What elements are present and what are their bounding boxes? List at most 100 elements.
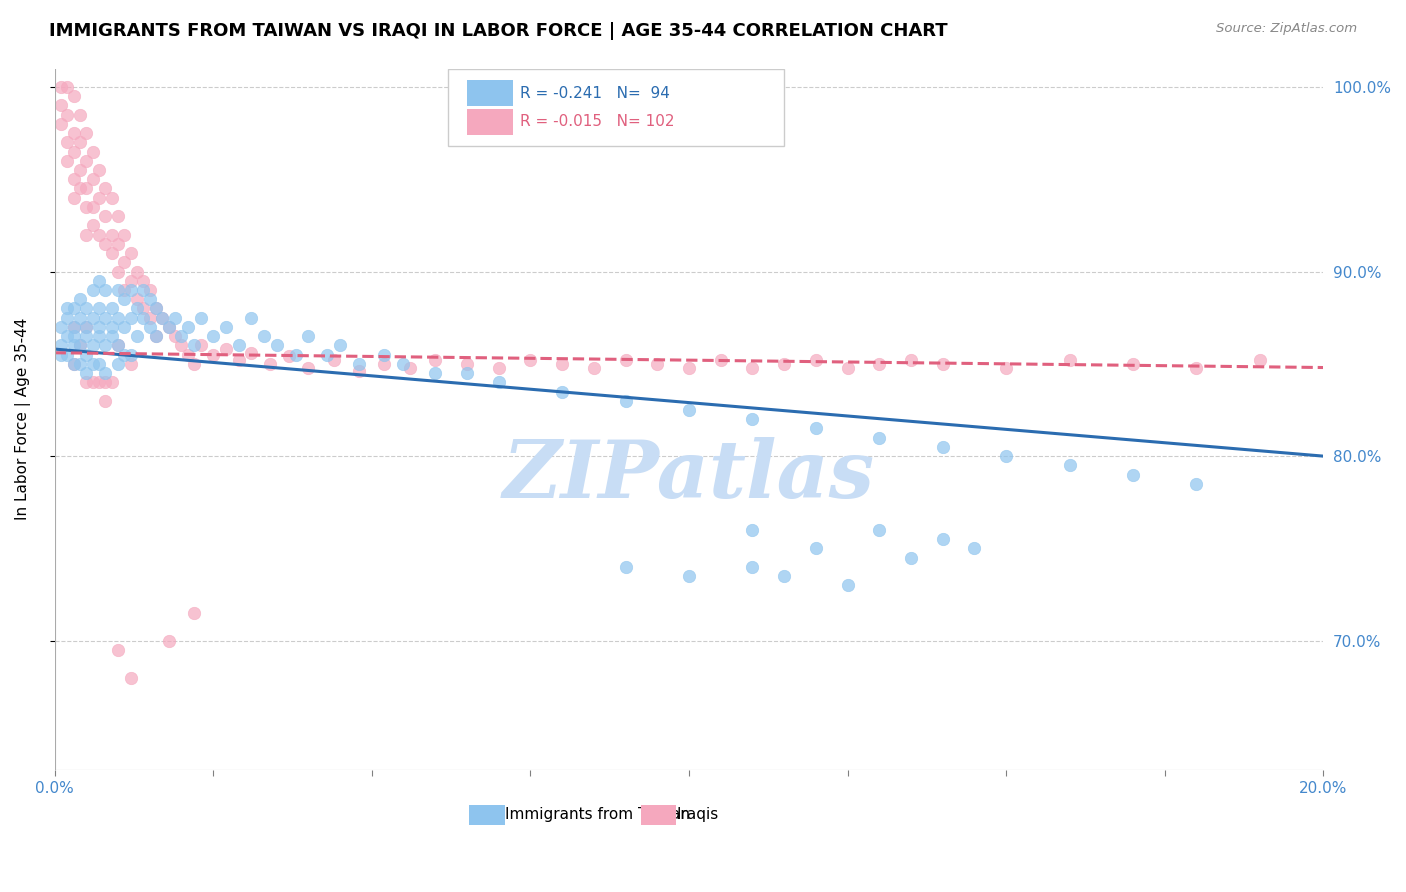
Point: [931, 532, 953, 546]
Point: [120, 348, 142, 362]
Point: [1122, 467, 1144, 482]
Point: [75, 126, 97, 140]
Point: [278, 350, 301, 364]
Point: [582, 360, 605, 375]
Point: [120, 310, 142, 325]
Point: [100, 320, 122, 334]
Point: [120, 246, 142, 260]
Point: [49, 348, 72, 362]
Point: [132, 283, 155, 297]
Point: [75, 320, 97, 334]
Point: [56, 310, 79, 325]
Point: [804, 541, 827, 556]
Point: [82, 283, 104, 297]
Point: [1059, 353, 1081, 368]
Point: [94, 310, 117, 325]
Point: [900, 550, 922, 565]
Point: [62, 357, 84, 371]
Point: [112, 320, 135, 334]
Point: [1249, 353, 1271, 368]
Point: [1185, 360, 1208, 375]
Point: [837, 360, 859, 375]
Point: [931, 440, 953, 454]
Point: [868, 357, 890, 371]
Point: [398, 360, 420, 375]
Point: [678, 569, 700, 583]
Point: [165, 329, 187, 343]
Point: [94, 209, 117, 223]
Point: [373, 357, 395, 371]
Point: [107, 236, 129, 251]
Point: [152, 310, 174, 325]
Point: [125, 264, 148, 278]
Point: [94, 338, 117, 352]
Point: [100, 329, 122, 343]
Point: [741, 523, 763, 537]
Point: [94, 393, 117, 408]
Point: [322, 353, 344, 368]
Point: [56, 329, 79, 343]
Point: [62, 320, 84, 334]
Point: [995, 449, 1018, 463]
Point: [87, 274, 110, 288]
Point: [931, 357, 953, 371]
Point: [183, 606, 205, 620]
Point: [551, 384, 574, 399]
Point: [87, 163, 110, 178]
Point: [75, 301, 97, 316]
Point: [741, 360, 763, 375]
Point: [1122, 357, 1144, 371]
Point: [75, 329, 97, 343]
Point: [62, 172, 84, 186]
Point: [112, 292, 135, 306]
FancyBboxPatch shape: [449, 69, 785, 145]
Point: [202, 329, 225, 343]
Point: [82, 376, 104, 390]
Point: [82, 357, 104, 371]
Text: R = -0.015   N= 102: R = -0.015 N= 102: [520, 114, 675, 129]
Point: [94, 236, 117, 251]
Point: [107, 283, 129, 297]
Point: [678, 360, 700, 375]
Point: [139, 283, 162, 297]
Point: [773, 569, 796, 583]
Point: [87, 227, 110, 242]
FancyBboxPatch shape: [467, 80, 513, 106]
Point: [177, 320, 200, 334]
Point: [139, 320, 162, 334]
Point: [1059, 458, 1081, 473]
Point: [56, 80, 79, 95]
FancyBboxPatch shape: [470, 805, 505, 824]
Point: [425, 353, 447, 368]
Point: [170, 329, 193, 343]
Point: [107, 310, 129, 325]
Point: [329, 338, 352, 352]
Point: [75, 320, 97, 334]
Point: [266, 338, 288, 352]
Text: Immigrants from Taiwan: Immigrants from Taiwan: [505, 806, 690, 822]
Point: [297, 329, 319, 343]
Point: [132, 301, 155, 316]
Point: [75, 153, 97, 168]
Point: [94, 376, 117, 390]
Point: [125, 301, 148, 316]
Point: [107, 264, 129, 278]
Point: [157, 320, 180, 334]
Point: [69, 108, 91, 122]
FancyBboxPatch shape: [641, 805, 676, 824]
Point: [202, 348, 225, 362]
Point: [100, 191, 122, 205]
Point: [112, 283, 135, 297]
Point: [868, 523, 890, 537]
Point: [488, 360, 510, 375]
Point: [69, 338, 91, 352]
Point: [190, 310, 212, 325]
Point: [215, 342, 238, 356]
Point: [519, 353, 541, 368]
FancyBboxPatch shape: [467, 109, 513, 136]
Point: [75, 200, 97, 214]
Point: [177, 348, 200, 362]
Point: [62, 191, 84, 205]
Point: [62, 329, 84, 343]
Point: [100, 227, 122, 242]
